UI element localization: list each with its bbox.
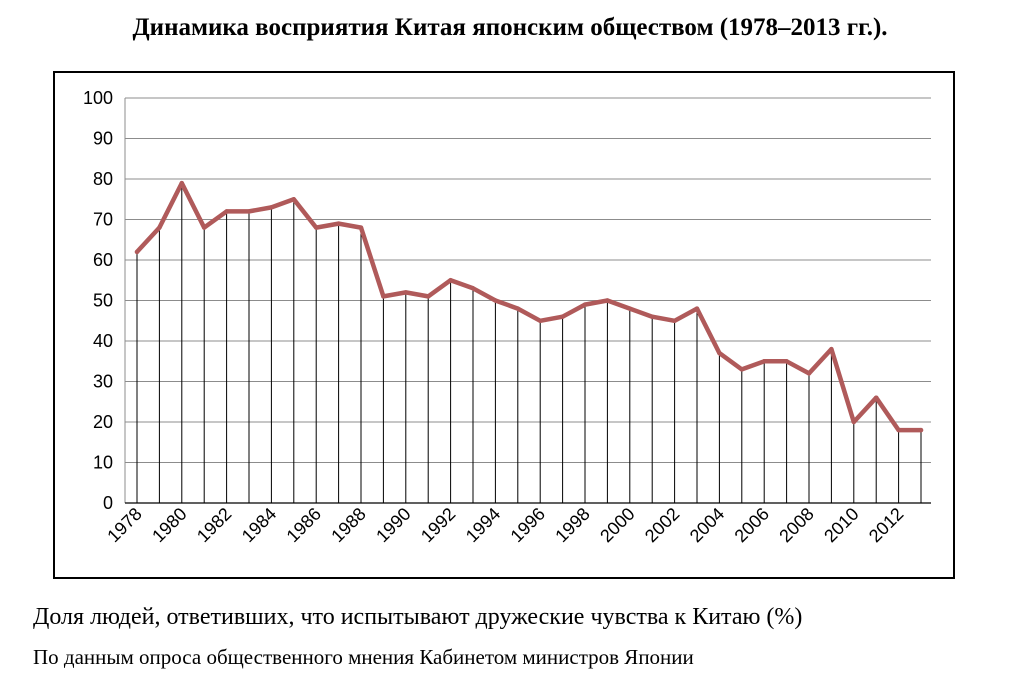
data-point [224,209,229,214]
y-tick-label: 0 [103,493,113,513]
data-point [448,278,453,283]
x-tick-label: 2004 [686,504,728,546]
data-point [918,427,924,433]
data-point [134,249,140,255]
data-point [336,221,341,226]
data-point [851,419,856,425]
x-tick-label: 1982 [193,504,235,546]
y-tick-labels: 0 10 20 30 40 50 60 70 80 90 100 [83,88,113,513]
series-line [134,180,924,433]
y-tick-label: 20 [93,412,113,432]
data-point [806,371,812,376]
x-tick-label: 1980 [148,504,190,546]
data-point [582,302,588,307]
data-point [246,209,252,214]
data-point [739,367,744,372]
data-point [605,298,610,303]
x-tick-label: 1990 [372,504,414,546]
x-tick-label: 2000 [596,504,638,546]
page-title: Динамика восприятия Китая японским общес… [132,14,888,41]
data-point [784,359,789,364]
series-layer [134,180,924,433]
x-tick-label: 2010 [820,504,862,546]
axis-layer [124,98,931,504]
y-tick-label: 90 [93,129,113,149]
x-tick-label: 1996 [507,504,549,546]
data-point [672,318,677,323]
data-point [829,346,834,352]
data-point [358,225,364,230]
data-point [627,306,632,311]
x-tick-label: 1994 [462,504,504,546]
y-tick-label: 80 [93,169,113,189]
data-point [694,306,700,311]
data-point [560,314,565,319]
data-point [291,197,296,202]
line-chart: 0 10 20 30 40 50 60 70 80 90 100 1978 1980 1982 1984 1… [83,88,931,546]
x-tick-label: 1992 [417,504,459,546]
x-tick-label: 1998 [551,504,593,546]
data-point [874,395,879,400]
drop-lines-layer [136,183,922,503]
x-tick-label: 2006 [731,504,773,546]
data-point [202,225,207,230]
y-tick-label: 40 [93,331,113,351]
chart-frame: 0 10 20 30 40 50 60 70 80 90 100 1978 1980 1982 1984 1… [53,71,955,579]
x-tick-label: 1988 [327,504,369,546]
x-tick-label: 2008 [775,504,817,546]
x-tick-labels: 1978 1980 1982 1984 1986 1988 1990 1992 1994 1996… [103,504,907,546]
data-point [314,225,319,230]
y-tick-label: 30 [93,372,113,392]
chart-source: По данным опроса общественного мнения Ка… [33,645,694,669]
data-point [896,427,901,433]
data-point [515,306,520,311]
y-tick-label: 70 [93,210,113,230]
data-point [717,350,722,356]
data-point [493,298,498,303]
data-point [381,294,386,299]
data-point [179,180,184,186]
y-tick-label: 100 [83,88,113,108]
y-tick-label: 50 [93,291,113,311]
x-tick-label: 1984 [238,504,280,546]
x-tick-label: 2002 [641,504,683,546]
x-tick-label: 2012 [865,504,907,546]
data-point [269,205,274,210]
chart-caption: Доля людей, ответивших, что испытывают д… [33,604,803,630]
grid-layer [125,97,931,504]
y-tick-label: 60 [93,250,113,270]
data-point [470,286,476,291]
data-point [426,294,431,299]
data-point [157,225,162,230]
x-tick-label: 1986 [283,504,325,546]
y-tick-label: 10 [93,453,113,473]
data-point [403,290,408,295]
data-point [538,318,543,323]
data-point [650,314,655,319]
data-point [762,359,767,364]
